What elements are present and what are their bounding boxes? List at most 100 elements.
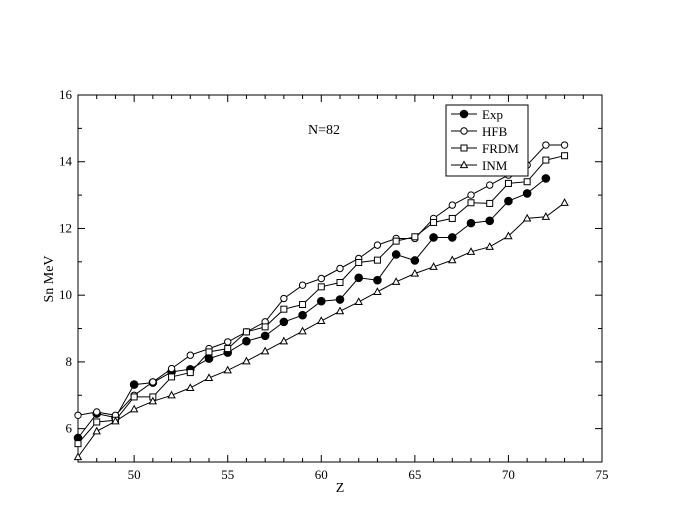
legend-marker-inm	[459, 160, 469, 169]
x-tick-label: 75	[596, 467, 609, 482]
data-point-frdm	[523, 178, 531, 186]
data-point-inm	[317, 316, 326, 324]
data-point-frdm	[504, 179, 512, 187]
data-point-exp	[279, 317, 289, 327]
data-point-frdm	[317, 283, 325, 291]
y-tick-label: 8	[66, 354, 73, 369]
data-point-inm	[92, 426, 101, 435]
data-point-exp	[522, 189, 532, 198]
data-point-inm	[129, 404, 139, 413]
data-point-frdm	[261, 323, 269, 331]
legend: Exp HFB FRDM INM	[445, 104, 529, 177]
data-point-exp	[260, 331, 270, 341]
data-point-exp	[373, 275, 382, 285]
y-tick-label: 12	[59, 220, 72, 235]
legend-label-frdm: FRDM	[482, 141, 519, 156]
legend-marker-exp	[459, 109, 469, 119]
data-point-hfb	[149, 378, 157, 386]
data-point-inm	[560, 198, 569, 206]
data-point-frdm	[74, 440, 82, 448]
y-tick-label: 6	[66, 421, 73, 436]
annotation-label: N=82	[308, 123, 340, 138]
y-tick-label: 16	[59, 87, 73, 102]
data-point-inm	[148, 396, 158, 405]
data-point-exp	[354, 273, 364, 283]
data-point-inm	[279, 336, 289, 345]
data-point-hfb	[542, 141, 550, 149]
data-point-frdm	[280, 305, 288, 313]
data-point-hfb	[186, 351, 194, 359]
data-point-frdm	[224, 345, 232, 353]
data-point-inm	[242, 356, 251, 365]
data-point-frdm	[467, 199, 475, 207]
data-point-inm	[541, 212, 551, 220]
data-point-inm	[522, 213, 532, 222]
series-line-inm	[77, 202, 565, 458]
data-point-inm	[448, 255, 457, 264]
data-point-exp	[447, 233, 457, 242]
data-point-exp	[242, 336, 251, 346]
data-point-frdm	[448, 214, 456, 222]
data-point-exp	[391, 250, 401, 259]
legend-marker-frdm	[460, 144, 468, 152]
data-point-frdm	[93, 418, 101, 426]
legend-label-exp: Exp	[482, 107, 503, 122]
data-point-hfb	[74, 411, 82, 419]
x-tick-label: 55	[221, 467, 234, 482]
x-axis: 50 55 60 65 70 75	[77, 95, 609, 482]
data-point-inm	[335, 306, 345, 315]
data-point-hfb	[93, 408, 101, 416]
data-point-inm	[167, 390, 176, 399]
data-point-frdm	[430, 218, 438, 226]
data-point-inm	[223, 365, 232, 374]
data-point-inm	[466, 247, 476, 255]
data-point-inm	[186, 383, 195, 392]
y-axis-label: Sn MeV	[42, 255, 57, 302]
legend-box	[445, 104, 529, 177]
data-point-inm	[204, 373, 214, 382]
data-point-exp	[485, 216, 495, 226]
data-point-frdm	[355, 258, 363, 266]
y-tick-label: 10	[59, 287, 72, 302]
series-layer	[73, 141, 569, 461]
data-point-inm	[485, 242, 494, 250]
data-point-inm	[298, 326, 307, 335]
data-point-frdm	[299, 301, 307, 309]
data-point-frdm	[561, 152, 569, 160]
data-point-inm	[391, 277, 401, 285]
data-point-hfb	[373, 241, 382, 249]
data-point-inm	[354, 297, 363, 305]
data-point-exp	[335, 295, 345, 304]
data-point-inm	[373, 287, 382, 295]
x-tick-label: 50	[128, 467, 141, 482]
data-point-hfb	[560, 141, 569, 149]
data-point-frdm	[486, 199, 494, 207]
data-point-frdm	[542, 156, 550, 164]
data-point-exp	[466, 218, 476, 228]
y-axis: 6 8 10 12 14 16	[59, 87, 602, 463]
data-point-hfb	[336, 264, 344, 273]
data-point-exp	[298, 310, 307, 320]
data-point-exp	[204, 354, 214, 363]
data-point-hfb	[448, 201, 456, 209]
data-point-hfb	[167, 364, 176, 373]
data-point-hfb	[224, 338, 232, 346]
data-point-frdm	[205, 348, 213, 356]
legend-marker-hfb	[460, 127, 468, 135]
data-point-frdm	[392, 237, 400, 245]
data-point-frdm	[186, 369, 194, 377]
data-point-hfb	[486, 181, 494, 189]
data-point-inm	[410, 268, 420, 277]
x-tick-label: 70	[502, 467, 515, 482]
data-point-frdm	[411, 233, 419, 241]
series-line-exp	[77, 178, 547, 439]
legend-label-inm: INM	[482, 158, 508, 173]
data-point-exp	[410, 256, 420, 265]
data-point-frdm	[373, 256, 381, 264]
data-point-frdm	[242, 328, 250, 336]
data-point-exp	[541, 174, 551, 183]
y-tick-label: 14	[59, 154, 73, 169]
data-point-inm	[429, 262, 438, 270]
x-tick-label: 60	[315, 467, 328, 482]
